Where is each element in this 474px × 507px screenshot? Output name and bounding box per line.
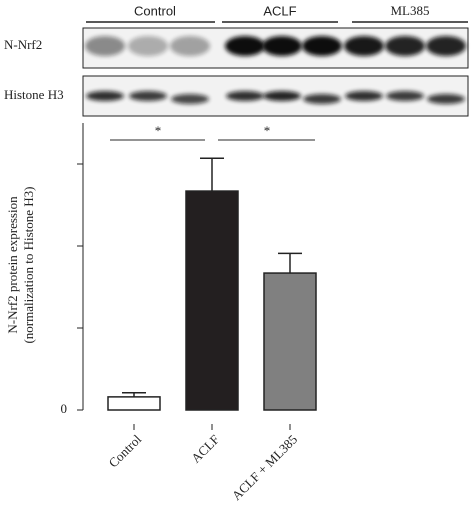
band [129, 91, 167, 101]
band [302, 36, 342, 56]
band [171, 94, 209, 104]
band [262, 36, 302, 56]
western-blot: Control ACLF ML385 N-Nrf2 Histone H3 [4, 3, 469, 117]
group-label: ACLF [263, 3, 296, 18]
group-label: ML385 [391, 3, 430, 18]
bar [185, 190, 239, 411]
band [128, 36, 168, 56]
significance-label: * [155, 123, 162, 138]
x-tick-label: Control [106, 431, 145, 470]
band [385, 36, 425, 56]
band [345, 91, 383, 101]
significance-label: * [264, 123, 271, 138]
band [170, 36, 210, 56]
y-axis-label: N-Nrf2 protein expression [5, 196, 20, 334]
band [226, 91, 264, 101]
band [427, 94, 465, 104]
band [86, 91, 124, 101]
band [344, 36, 384, 56]
band [426, 36, 466, 56]
x-tick-label: ACLF [188, 432, 222, 466]
band [263, 91, 301, 101]
y-tick-label: 0 [61, 401, 68, 416]
band [303, 94, 341, 104]
group-label: Control [134, 3, 176, 18]
band [386, 91, 424, 101]
x-tick-label: ACLF + ML385 [229, 432, 300, 503]
plot: 0 Control ACLF ACLF + ML385 * * [61, 123, 317, 503]
row-label: Histone H3 [4, 87, 64, 102]
bar [263, 272, 317, 411]
band [85, 36, 125, 56]
bar [107, 396, 161, 411]
y-axis-label: (normalization to Histone H3) [21, 186, 36, 343]
row-label: N-Nrf2 [4, 37, 42, 52]
band [225, 36, 265, 56]
